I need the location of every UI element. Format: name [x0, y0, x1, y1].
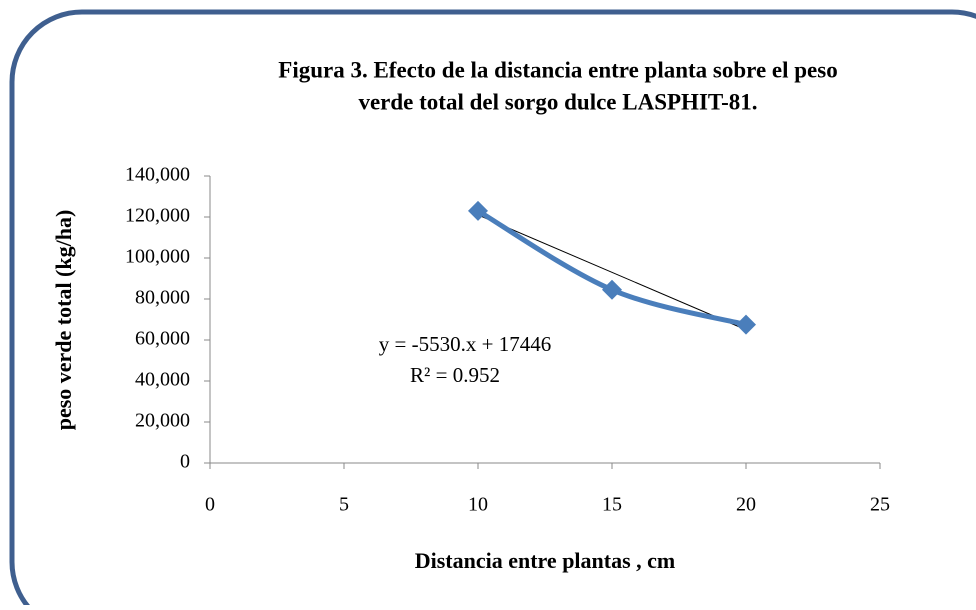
x-tick-label: 5	[339, 494, 349, 516]
chart-title: Figura 3. Efecto de la distancia entre p…	[278, 57, 837, 82]
y-tick-label: 140,000	[125, 164, 190, 186]
chart-frame	[9, 9, 976, 610]
y-tick-label: 120,000	[125, 205, 190, 227]
y-tick-label: 0	[180, 451, 190, 473]
x-axis-label: Distancia entre plantas , cm	[415, 548, 676, 573]
x-tick-label: 15	[602, 494, 622, 516]
y-tick-label: 20,000	[135, 410, 190, 432]
trendline	[477, 214, 747, 331]
data-point	[468, 200, 488, 221]
x-tick-label: 0	[205, 494, 215, 516]
r-squared: R² = 0.952	[410, 363, 500, 387]
y-tick-label: 80,000	[135, 287, 190, 309]
x-tick-label: 20	[736, 494, 756, 516]
x-tick-label: 10	[468, 494, 488, 516]
x-tick-label: 25	[870, 494, 890, 516]
trendline-equation: y = -5530.x + 17446	[379, 332, 551, 356]
data-point	[736, 314, 756, 335]
y-tick-label: 40,000	[135, 369, 190, 391]
data-point	[602, 279, 622, 300]
y-tick-label: 100,000	[125, 246, 190, 268]
chart-subtitle: verde total del sorgo dulce LASPHIT-81.	[358, 89, 757, 114]
y-tick-label: 60,000	[135, 328, 190, 350]
y-axis-label: peso verde total (kg/ha)	[51, 210, 76, 431]
